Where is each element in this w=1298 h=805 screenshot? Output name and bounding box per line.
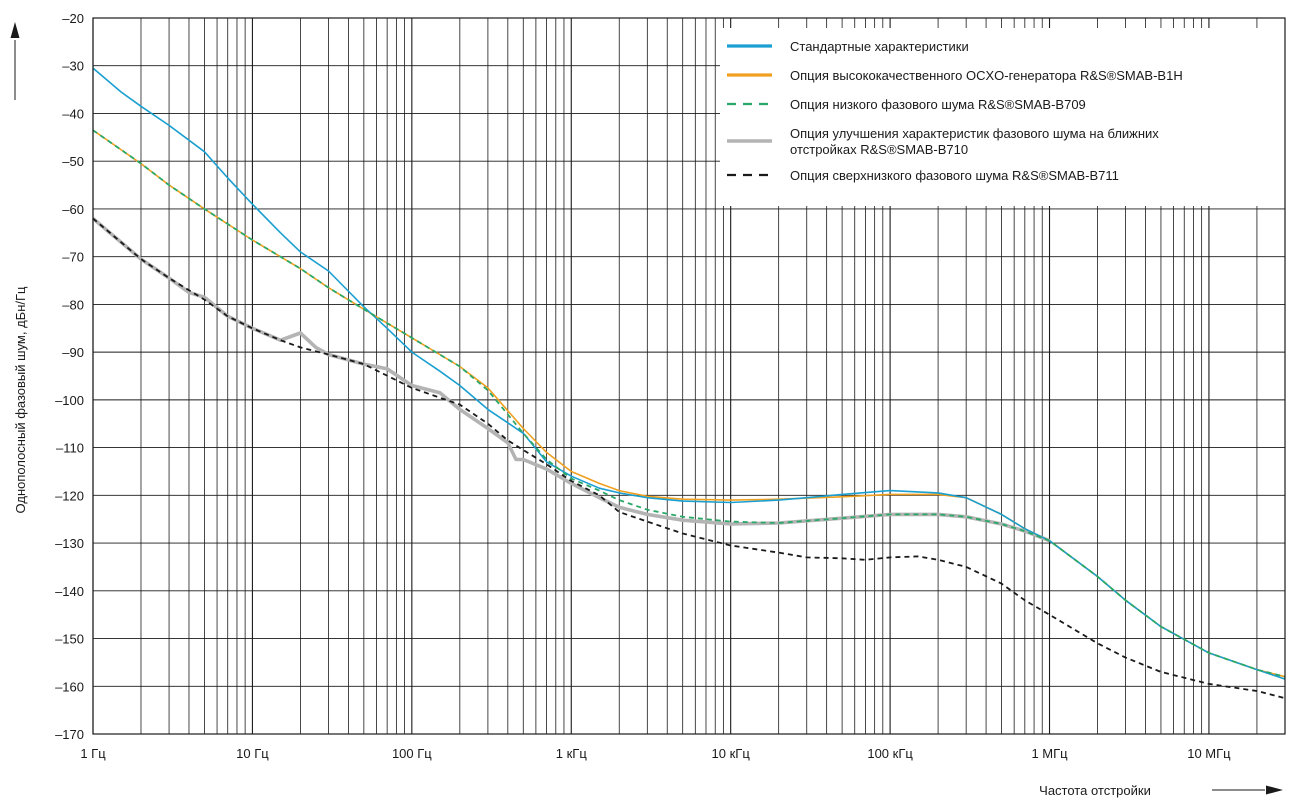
x-axis-title: Частота отстройки xyxy=(1039,783,1151,798)
series-line-2 xyxy=(92,129,1286,678)
legend-label-5: Опция сверхнизкого фазового шума R&S®SMA… xyxy=(790,168,1119,183)
y-axis-title: Однополосный фазовый шум, дБн/Гц xyxy=(13,286,28,514)
y-tick-label: –20 xyxy=(62,11,84,26)
y-tick-label: –60 xyxy=(62,202,84,217)
series-lines xyxy=(91,67,1286,700)
legend-background xyxy=(720,28,1285,206)
y-tick-label: –170 xyxy=(55,727,84,742)
x-tick-label: 10 кГц xyxy=(712,746,751,761)
y-tick-label: –50 xyxy=(62,154,84,169)
y-axis-arrow-head xyxy=(10,22,20,38)
x-tick-label: 100 кГц xyxy=(867,746,913,761)
legend-label-1: Стандартные характеристики xyxy=(790,39,969,54)
y-tick-labels: –20 –30 –40 –50 –60 –70 –80 –90 –100 –110 –120 –130… xyxy=(55,11,84,742)
x-tick-label: 1 МГц xyxy=(1031,746,1068,761)
x-tick-label: 10 МГц xyxy=(1187,746,1231,761)
x-tick-label: 1 кГц xyxy=(556,746,588,761)
y-tick-label: –160 xyxy=(55,679,84,694)
series-line-3 xyxy=(92,129,1286,678)
legend-label-4-line2: отстройках R&S®SMAB-B710 xyxy=(790,142,968,157)
y-tick-label: –80 xyxy=(62,297,84,312)
y-tick-label: –30 xyxy=(62,59,84,74)
legend: Стандартные характеристики Опция высокока… xyxy=(727,39,1183,183)
x-tick-label: 1 Гц xyxy=(80,746,106,761)
y-tick-label: –140 xyxy=(55,584,84,599)
legend-label-2: Опция высококачественного OCXO-генератор… xyxy=(790,68,1183,83)
y-tick-label: –90 xyxy=(62,345,84,360)
legend-label-3: Опция низкого фазового шума R&S®SMAB-B70… xyxy=(790,97,1086,112)
series-line-4 xyxy=(91,217,1051,543)
plot-frame xyxy=(92,17,1286,735)
x-tick-label: 10 Гц xyxy=(236,746,269,761)
x-tick-label: 100 Гц xyxy=(392,746,432,761)
y-tick-label: –130 xyxy=(55,536,84,551)
legend-label-4: Опция улучшения характеристик фазового ш… xyxy=(790,126,1159,141)
y-tick-label: –110 xyxy=(56,441,84,456)
y-tick-label: –100 xyxy=(55,393,84,408)
y-tick-label: –70 xyxy=(62,250,84,265)
series-line-5 xyxy=(92,217,1286,700)
x-axis-arrow-head xyxy=(1266,785,1283,795)
y-tick-label: –40 xyxy=(62,106,84,121)
y-tick-label: –120 xyxy=(55,488,84,503)
x-tick-labels: 1 Гц 10 Гц 100 Гц 1 кГц 10 кГц 100 кГц 1 МГц 10… xyxy=(80,746,1231,761)
y-tick-label: –150 xyxy=(55,632,84,647)
